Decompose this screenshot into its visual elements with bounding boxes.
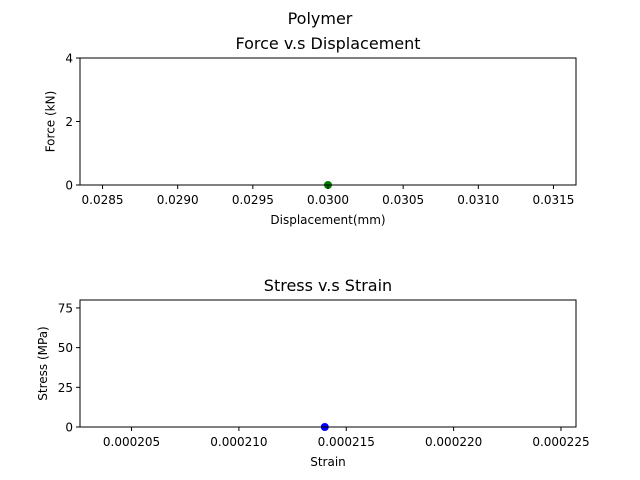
force-displacement-y-tick-label-1: 2 bbox=[65, 115, 73, 129]
stress-strain-y-tick-label-0: 0 bbox=[65, 421, 73, 435]
force-displacement-x-tick-label-0: 0.0285 bbox=[82, 193, 124, 207]
stress-strain-x-tick-label-4: 0.000225 bbox=[532, 435, 589, 449]
force-displacement-x-tick-label-4: 0.0305 bbox=[382, 193, 424, 207]
force-displacement-x-tick-label-6: 0.0315 bbox=[532, 193, 574, 207]
stress-strain-axes-frame bbox=[79, 299, 577, 428]
force-displacement-y-axis-label: Force (kN) bbox=[43, 91, 57, 153]
force-displacement-chart: Force v.s Displacement 0.0285 0.0290 0.0295… bbox=[43, 34, 577, 227]
stress-strain-x-tick-label-3: 0.000220 bbox=[425, 435, 482, 449]
stress-strain-y-tick-label-3: 75 bbox=[58, 301, 73, 315]
force-displacement-y-tick-label-2: 4 bbox=[65, 52, 73, 66]
figure-suptitle: Polymer bbox=[288, 9, 353, 28]
force-displacement-x-tick-label-3: 0.0300 bbox=[307, 193, 349, 207]
stress-strain-x-tick-label-2: 0.000215 bbox=[318, 435, 375, 449]
force-displacement-x-tick-label-2: 0.0295 bbox=[232, 193, 274, 207]
force-displacement-title: Force v.s Displacement bbox=[235, 34, 420, 53]
force-displacement-axes-frame bbox=[79, 57, 577, 186]
stress-strain-x-tick-label-0: 0.000205 bbox=[103, 435, 160, 449]
force-displacement-x-tick-label-1: 0.0290 bbox=[157, 193, 199, 207]
stress-strain-y-tick-label-2: 50 bbox=[58, 341, 73, 355]
stress-strain-y-tick-label-1: 25 bbox=[58, 381, 73, 395]
force-displacement-y-tick-label-0: 0 bbox=[65, 179, 73, 193]
stress-strain-x-tick-label-1: 0.000210 bbox=[210, 435, 267, 449]
charts: Force v.s Displacement 0.0285 0.0290 0.0295… bbox=[36, 34, 590, 469]
stress-strain-chart: Stress v.s Strain 0.000205 0.000210 0.00021… bbox=[36, 276, 590, 469]
stress-strain-x-axis-label: Strain bbox=[310, 455, 346, 469]
stress-strain-title: Stress v.s Strain bbox=[264, 276, 392, 295]
stress-strain-y-axis-label: Stress (MPa) bbox=[36, 326, 50, 400]
force-displacement-x-tick-label-5: 0.0310 bbox=[457, 193, 499, 207]
force-displacement-x-axis-label: Displacement(mm) bbox=[270, 213, 385, 227]
